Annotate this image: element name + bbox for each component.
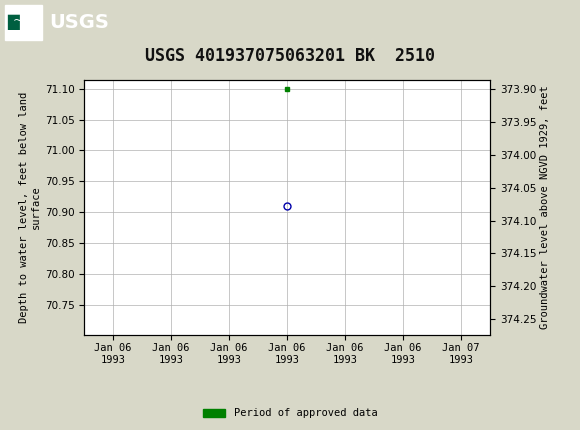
- Text: ~: ~: [13, 14, 23, 27]
- Text: █: █: [7, 15, 19, 30]
- Text: USGS: USGS: [49, 13, 109, 32]
- Y-axis label: Groundwater level above NGVD 1929, feet: Groundwater level above NGVD 1929, feet: [541, 86, 550, 329]
- Text: USGS 401937075063201 BK  2510: USGS 401937075063201 BK 2510: [145, 47, 435, 65]
- Y-axis label: Depth to water level, feet below land
surface: Depth to water level, feet below land su…: [19, 92, 41, 323]
- Legend: Period of approved data: Period of approved data: [198, 404, 382, 423]
- Bar: [5, 6, 42, 40]
